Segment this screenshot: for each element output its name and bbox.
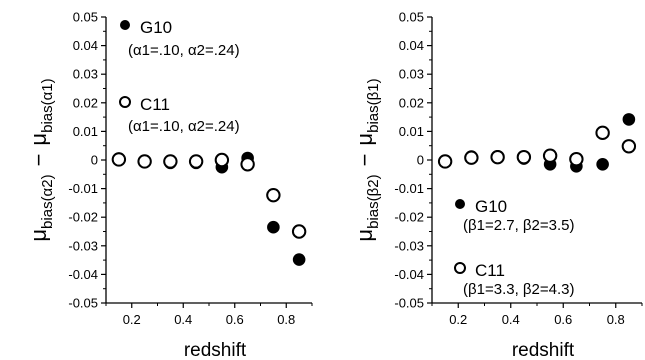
y-label-minus: − [26, 154, 51, 167]
filled-data-point [267, 220, 280, 234]
x-tick-label: 0.6 [554, 312, 572, 327]
open-data-point [437, 154, 453, 169]
y-tick-label: -0.05 [68, 296, 98, 311]
y-tick-label: 0.03 [399, 67, 424, 82]
open-data-point [516, 149, 532, 165]
open-data-point [240, 157, 255, 172]
x-tick-label: 0.4 [174, 312, 192, 327]
y-label-subscript: bias(β1) [365, 78, 382, 132]
y-label-minus: − [352, 154, 377, 167]
y-label-mu: μ [26, 229, 51, 242]
y-label-mu: μ [352, 229, 377, 242]
y-tick-label: 0.05 [73, 10, 98, 25]
open-data-point [111, 152, 127, 167]
x-tick-label: 0.2 [449, 312, 467, 327]
legend-series-name: G10 [140, 18, 172, 37]
legend-series-name: C11 [475, 261, 505, 280]
y-tick-label: -0.03 [68, 238, 98, 253]
y-tick-label: 0.01 [73, 124, 98, 139]
y-tick-label: -0.05 [394, 296, 424, 311]
chart-panel-1: 0.05 0.04 0.03 0.02 0.01 0 -0.01 -0.02 -0.03 -0.0… [26, 10, 313, 360]
legend-parameters: (β1=3.3, β2=4.3) [463, 281, 575, 298]
x-tick-label: 0.4 [502, 312, 520, 327]
y-label-mu: μ [352, 133, 377, 146]
y-tick-label: 0.02 [73, 95, 98, 110]
open-data-point [464, 150, 479, 165]
open-data-point [542, 148, 558, 163]
y-tick-label: -0.02 [394, 210, 424, 225]
y-axis-label: μbias(α2)−μbias(α1) [26, 78, 56, 241]
legend-marker-filled [455, 199, 465, 209]
y-tick-label: 0.04 [73, 38, 98, 53]
x-tick-label: 0.6 [226, 312, 244, 327]
y-tick-label: -0.01 [394, 181, 424, 196]
y-label-mu: μ [26, 133, 51, 146]
open-data-point [490, 149, 505, 165]
x-tick-label: 0.8 [277, 312, 295, 327]
y-tick-label: -0.03 [394, 238, 424, 253]
y-tick-label: 0.04 [399, 38, 424, 53]
open-data-point [569, 151, 584, 167]
filled-data-point [622, 113, 636, 126]
y-tick-label: 0.05 [399, 10, 424, 25]
legend-parameters: (α1=.10, α2=.24) [128, 118, 240, 135]
open-data-point [188, 154, 204, 169]
y-tick-label: 0.01 [399, 124, 424, 139]
y-tick-label: -0.04 [68, 267, 98, 282]
legend-marker-open [454, 262, 466, 274]
open-data-point [291, 224, 307, 239]
x-tick-label: 0.8 [607, 312, 625, 327]
y-tick-label: -0.02 [68, 210, 98, 225]
legend-series-name: G10 [475, 197, 507, 216]
open-data-point [214, 152, 230, 168]
filled-data-point [596, 157, 609, 171]
open-data-point [621, 139, 637, 154]
x-tick-label: 0.2 [123, 312, 141, 327]
y-tick-label: -0.04 [394, 267, 424, 282]
open-data-point [595, 125, 610, 141]
legend-parameters: (α1=.10, α2=.24) [128, 42, 240, 59]
open-data-point [266, 187, 281, 203]
chart-panel-2: 0.05 0.04 0.03 0.02 0.01 0 -0.01 -0.02 -0.03 -0.0… [352, 10, 643, 360]
legend-parameters: (β1=2.7, β2=3.5) [463, 217, 575, 234]
y-tick-label: 0 [91, 153, 98, 168]
y-tick-label: 0 [417, 153, 424, 168]
legend-series-name: C11 [140, 95, 170, 114]
open-data-point [163, 154, 178, 169]
y-tick-label: -0.01 [68, 181, 98, 196]
y-tick-label: 0.03 [73, 67, 98, 82]
x-axis-label: redshift [512, 340, 575, 360]
legend-marker-open [119, 96, 131, 108]
y-label-subscript: bias(β2) [365, 174, 382, 228]
y-label-subscript: bias(α2) [39, 174, 56, 229]
y-axis-label: μbias(β2)−μbias(β1) [352, 78, 382, 241]
y-tick-label: 0.02 [399, 95, 424, 110]
legend-marker-filled [120, 20, 130, 30]
filled-data-point [292, 253, 306, 266]
open-data-point [137, 154, 152, 169]
x-axis-label: redshift [184, 340, 247, 360]
y-label-subscript: bias(α1) [39, 78, 56, 133]
